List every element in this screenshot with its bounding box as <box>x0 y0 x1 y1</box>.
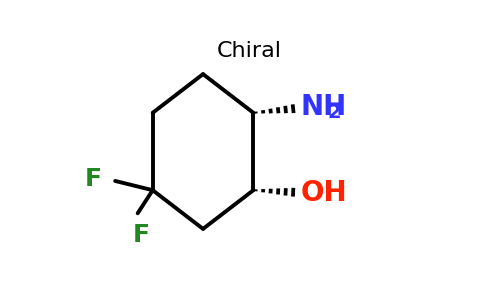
Text: Chiral: Chiral <box>217 41 282 61</box>
Text: NH: NH <box>300 93 347 121</box>
Text: 2: 2 <box>327 103 341 122</box>
Text: OH: OH <box>300 178 347 206</box>
Text: F: F <box>133 223 150 247</box>
Text: F: F <box>85 167 102 191</box>
